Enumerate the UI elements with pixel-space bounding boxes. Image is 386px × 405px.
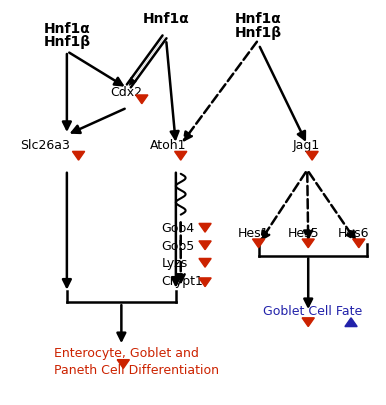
Text: Slc26a3: Slc26a3 (20, 139, 70, 152)
Text: Jag1: Jag1 (293, 139, 320, 152)
Text: Lyzs: Lyzs (161, 256, 188, 269)
Text: Cdx2: Cdx2 (111, 86, 143, 99)
Text: Hes5: Hes5 (288, 226, 319, 239)
Polygon shape (353, 239, 365, 248)
Text: Hes1: Hes1 (238, 226, 270, 239)
Polygon shape (135, 96, 148, 104)
Text: Hnf1β: Hnf1β (235, 26, 282, 39)
Text: Hes6: Hes6 (337, 226, 369, 239)
Text: Atoh1: Atoh1 (150, 139, 186, 152)
Polygon shape (174, 152, 187, 161)
Polygon shape (73, 152, 85, 161)
Polygon shape (345, 318, 357, 327)
Polygon shape (252, 239, 265, 248)
Polygon shape (199, 241, 211, 250)
Text: Goblet Cell Fate: Goblet Cell Fate (264, 304, 363, 317)
Polygon shape (117, 360, 129, 369)
Polygon shape (302, 239, 314, 248)
Text: Crypt1: Crypt1 (161, 274, 203, 287)
Text: Hnf1β: Hnf1β (43, 35, 90, 49)
Text: Enterocyte, Goblet and: Enterocyte, Goblet and (54, 346, 199, 359)
Text: Hnf1α: Hnf1α (44, 21, 90, 36)
Polygon shape (306, 152, 318, 161)
Text: Paneth Cell Differentiation: Paneth Cell Differentiation (54, 363, 219, 376)
Text: Gob4: Gob4 (161, 222, 195, 234)
Polygon shape (199, 278, 211, 287)
Text: Hnf1α: Hnf1α (235, 12, 282, 26)
Polygon shape (302, 318, 314, 327)
Text: Gob5: Gob5 (161, 239, 195, 252)
Polygon shape (199, 224, 211, 232)
Polygon shape (199, 259, 211, 268)
Text: Hnf1α: Hnf1α (143, 12, 190, 26)
